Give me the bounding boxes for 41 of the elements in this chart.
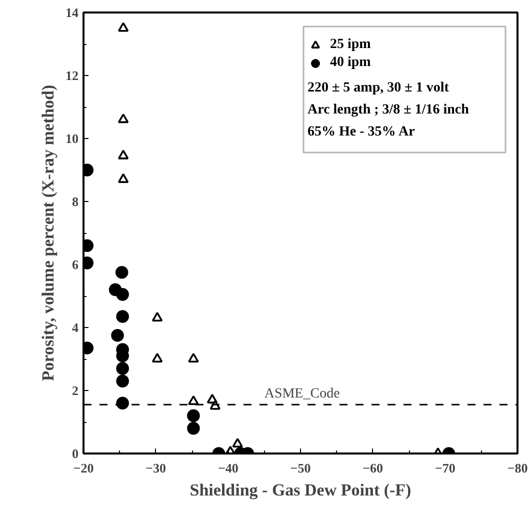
y-tick-label: 2	[72, 383, 78, 398]
point	[118, 22, 129, 32]
point	[111, 328, 124, 342]
point	[188, 352, 199, 362]
point	[116, 362, 129, 375]
y-tick-label: 10	[66, 131, 78, 146]
point	[118, 150, 129, 160]
point	[232, 438, 243, 448]
x-axis-title: Shielding - Gas Dew Point (-F)	[190, 480, 412, 500]
x-tick-label: −30	[146, 460, 166, 476]
x-tick-label: −40	[218, 460, 238, 476]
y-tick-label: 14	[66, 5, 79, 20]
point	[118, 114, 129, 124]
x-tick-label: −60	[362, 460, 384, 476]
y-tick-label: 6	[72, 257, 79, 272]
annotation: Arc length ; 3/8 ± 1/16 inch	[308, 102, 470, 118]
x-tick-label: −70	[434, 460, 456, 476]
point	[188, 395, 199, 406]
point	[116, 374, 129, 388]
point	[187, 422, 200, 435]
point	[187, 409, 200, 422]
legend-label: 25 ipm	[330, 36, 371, 54]
point	[115, 266, 128, 279]
point	[116, 396, 129, 410]
point	[116, 310, 129, 323]
x-tick-label: −20	[73, 460, 94, 476]
x-tick-label: −50	[290, 460, 311, 476]
point	[118, 173, 129, 183]
legend-label: 40 ipm	[330, 54, 371, 72]
y-tick-label: 0	[72, 446, 78, 461]
point	[152, 312, 163, 322]
y-tick-label: 12	[66, 68, 78, 83]
annotation: 220 ± 5 amp, 30 ± 1 volt	[308, 80, 450, 96]
x-tick-label: −80	[507, 460, 528, 476]
y-tick-label: 8	[72, 194, 79, 209]
ref-line-label: ASME_Code	[264, 386, 340, 402]
point	[116, 288, 129, 301]
y-axis-title: Porosity, volume percent (X-ray method)	[38, 84, 58, 382]
annotation: 65% He - 35% Ar	[308, 124, 415, 140]
point	[152, 352, 163, 362]
y-tick-label: 4	[72, 320, 79, 335]
